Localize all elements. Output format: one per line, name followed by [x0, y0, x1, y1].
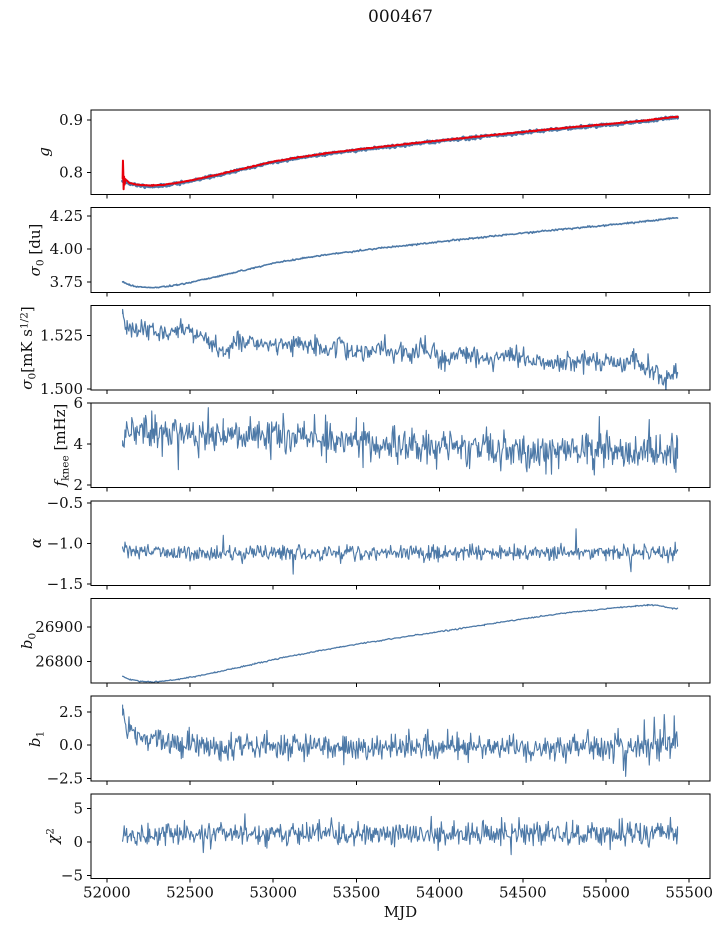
axes-frame-g [90, 109, 711, 196]
y-axis-label-g: g [35, 147, 54, 158]
x-tick-label: 55500 [665, 884, 713, 902]
subplot-b1: −2.5 0.0 2.5 [47, 695, 711, 787]
x-tick-label: 55000 [582, 884, 630, 902]
x-tick-label: 54000 [416, 884, 464, 902]
y-tick-label: 5 [73, 799, 83, 817]
y-tick-label: 1.525 [40, 327, 83, 345]
y-tick-label: 2.5 [59, 703, 83, 721]
subplot-sigma0-du: 3.75 4.00 4.25 [50, 207, 711, 297]
y-tick-label: 3.75 [50, 273, 83, 291]
series-gain-fit [121, 115, 679, 191]
axes-frame-sigma0-du [90, 207, 711, 293]
y-tick-label: −0.5 [47, 494, 83, 512]
y-axis-label-b0: b0 [17, 632, 39, 649]
x-tick-label: 53500 [333, 884, 381, 902]
axes-frame-fknee [90, 402, 711, 489]
subplot-b0: 26800 26900 [35, 598, 711, 688]
y-tick-label: −1.0 [47, 534, 83, 552]
y-tick-label: 4 [73, 435, 83, 453]
x-axis-label: MJD [383, 903, 418, 921]
axes-frame-alpha [90, 500, 711, 586]
series-fknee [122, 407, 679, 476]
y-tick-label: 4.00 [50, 240, 83, 258]
y-axis-label-sigma0-du: σ0 [du] [25, 223, 47, 277]
subplot-chi2: −5 0 5 52000 52500 53000 53500 54000 54500 55000 5… [61, 793, 713, 902]
y-tick-label: −5 [61, 866, 83, 884]
y-axis-label-b1: b1 [25, 730, 47, 747]
y-tick-label: 0.0 [59, 736, 83, 754]
y-axis-label-alpha: α [27, 538, 46, 549]
series-b0 [121, 603, 679, 684]
figure-title: 000467 [368, 7, 433, 27]
y-tick-label: 26800 [35, 652, 83, 670]
y-tick-label: −2.5 [47, 769, 83, 787]
subplot-sigma0-mks: 1.500 1.525 [40, 304, 711, 398]
y-tick-label: 0.9 [59, 111, 83, 129]
y-tick-label: 0.8 [59, 164, 83, 182]
y-tick-label: −1.5 [47, 575, 83, 593]
y-axis-label-sigma0-mks: σ0[mK s1/2] [17, 305, 39, 390]
x-tick-label: 52000 [83, 884, 131, 902]
y-axis-label-fknee: fknee [mHz] [50, 403, 72, 487]
subplot-fknee: 2 4 6 [73, 394, 711, 494]
axes-frame-chi2 [90, 793, 711, 880]
y-tick-label: 6 [73, 394, 83, 412]
subplot-alpha: −1.5 −1.0 −0.5 [47, 494, 711, 593]
y-tick-label: 0 [73, 833, 83, 851]
axes-frame-b1 [90, 695, 711, 782]
y-tick-label: 26900 [35, 618, 83, 636]
series-alpha [122, 528, 679, 575]
y-tick-label: 2 [73, 476, 83, 494]
series-sigma0-du [121, 216, 679, 289]
series-b1 [122, 704, 679, 777]
series-sigma0-mks [122, 308, 679, 390]
x-tick-label: 53000 [249, 884, 297, 902]
axes-frame-b0 [90, 598, 711, 684]
x-tick-label: 52500 [166, 884, 214, 902]
subplot-g: 0.8 0.9 [59, 109, 711, 199]
y-tick-label: 1.500 [40, 380, 83, 398]
y-axis-label-chi2: χ2 [43, 828, 62, 845]
y-tick-label: 4.25 [50, 207, 83, 225]
x-tick-label: 54500 [499, 884, 547, 902]
axes-frame-sigma0-mks [90, 304, 711, 391]
series-chi2 [122, 813, 679, 856]
